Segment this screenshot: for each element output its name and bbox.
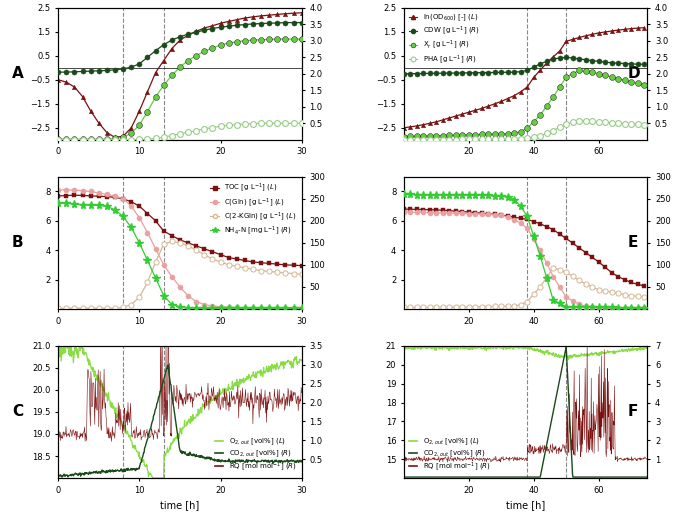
Text: E: E: [628, 235, 638, 250]
Text: D: D: [628, 66, 640, 81]
X-axis label: time [h]: time [h]: [160, 500, 199, 510]
Legend: O$_{2,out}$ [vol%] $(L)$, CO$_{2,out}$ [vol%] $(R)$, RQ [mol mol$^{-1}$] $(R)$: O$_{2,out}$ [vol%] $(L)$, CO$_{2,out}$ […: [408, 435, 492, 474]
Text: B: B: [12, 235, 23, 250]
Text: C: C: [12, 405, 23, 419]
Text: A: A: [12, 66, 24, 81]
Text: F: F: [628, 405, 638, 419]
X-axis label: time [h]: time [h]: [506, 500, 545, 510]
Legend: O$_{2,out}$ [vol%] $(L)$, CO$_{2,out}$ [vol%] $(R)$, RQ [mol mol$^{-1}$] $(R)$: O$_{2,out}$ [vol%] $(L)$, CO$_{2,out}$ […: [214, 435, 298, 474]
Legend: TOC [g L$^{-1}$] $(L)$, C(Gln) [g L$^{-1}$] $(L)$, C(2-KGln) [g L$^{-1}$] $(L)$,: TOC [g L$^{-1}$] $(L)$, C(Gln) [g L$^{-1…: [209, 180, 298, 238]
Legend: ln(OD$_{600}$) [-] $(L)$, CDW [g L$^{-1}$] $(R)$, X$_r$ [g L$^{-1}$] $(R)$, PHA : ln(OD$_{600}$) [-] $(L)$, CDW [g L$^{-1}…: [408, 11, 481, 67]
